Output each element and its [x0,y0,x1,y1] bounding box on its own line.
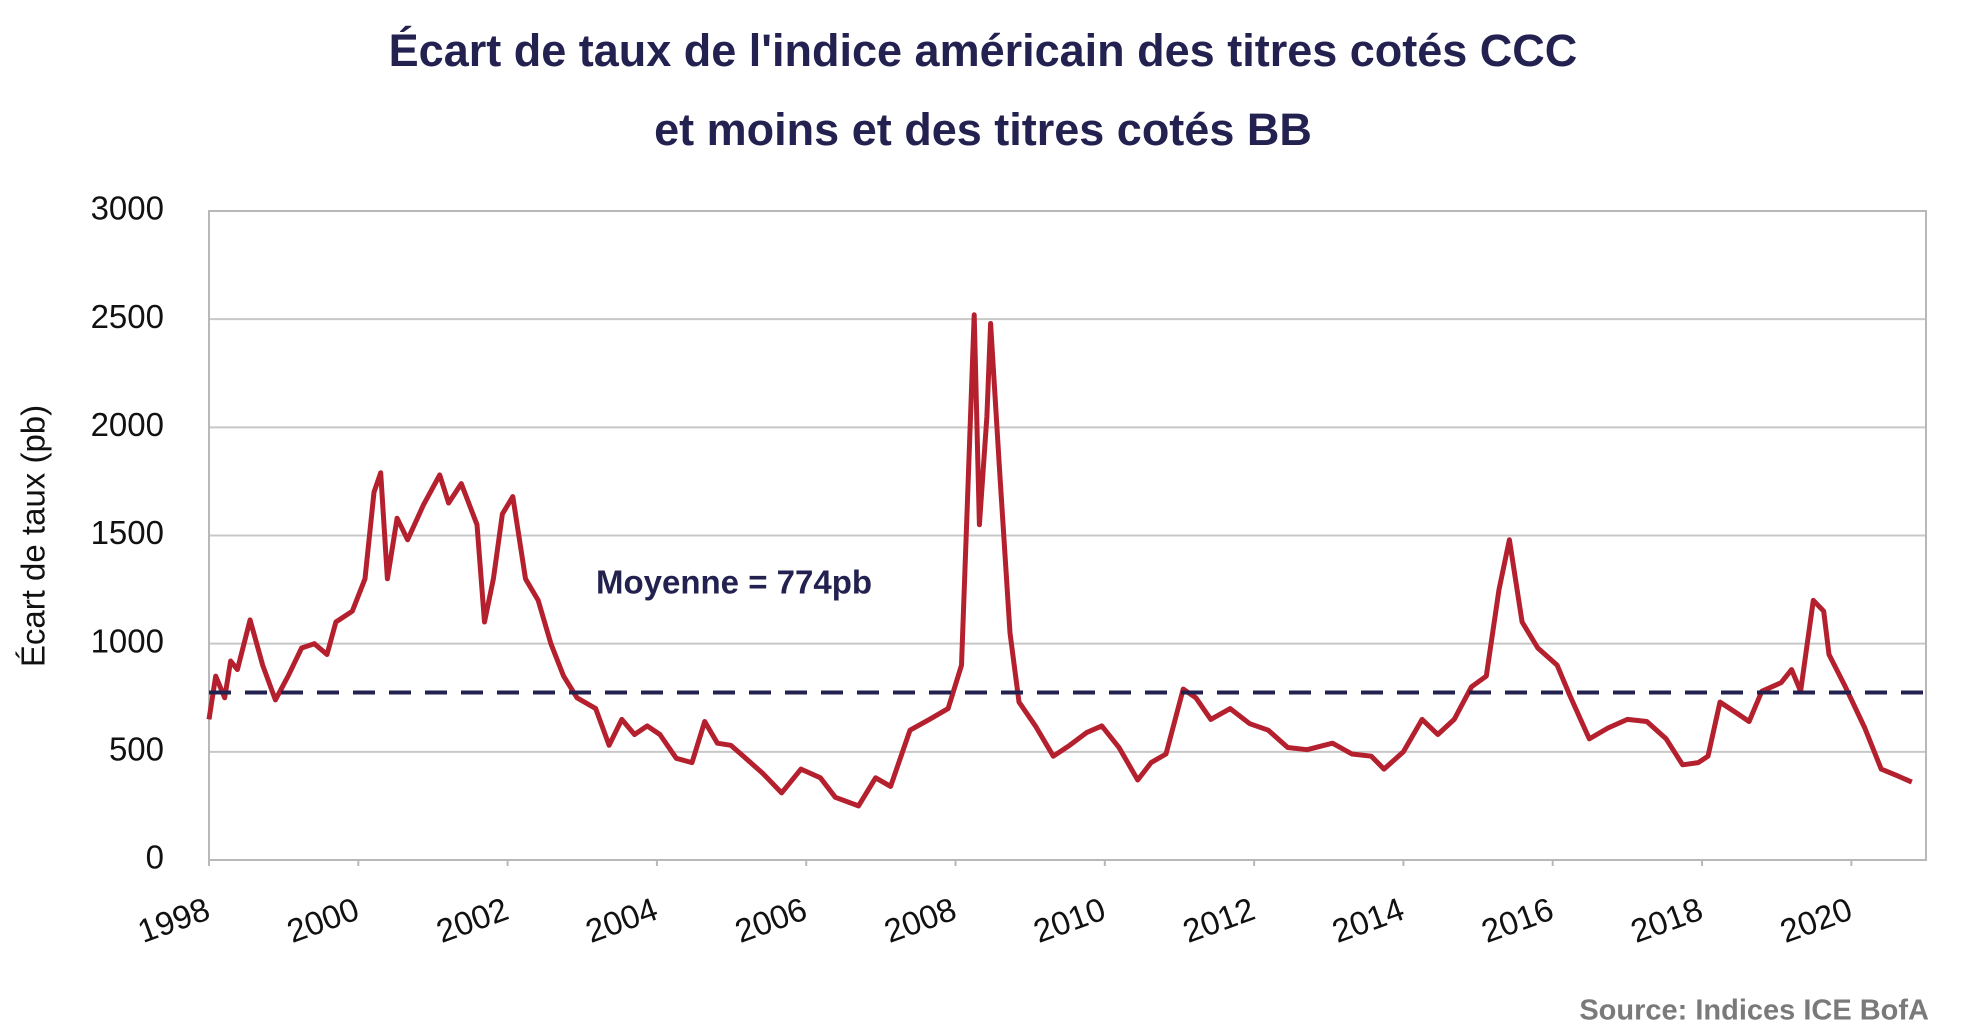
x-tick-label: 2010 [1029,890,1111,950]
x-tick-label: 2020 [1775,890,1857,950]
x-tick-label: 2008 [879,890,961,950]
x-tick-label: 2016 [1476,890,1558,950]
y-axis-label: Écart de taux (pb) [15,405,52,667]
chart-title: et moins et des titres cotés BB [654,104,1312,155]
plot-border [208,210,1927,861]
x-tick-label: 2000 [282,890,364,950]
x-tick-label: 2004 [581,890,663,950]
x-tick-label: 1998 [133,890,215,950]
y-tick-label: 2000 [91,406,164,443]
y-tick-label: 1500 [91,514,164,551]
y-tick-label: 1000 [91,622,164,659]
y-tick-label: 500 [109,731,164,768]
mean-label: Moyenne = 774pb [596,564,872,601]
x-tick-label: 2006 [730,890,812,950]
source: Source: Indices ICE BofA [1579,995,1929,1027]
x-tick-label: 2014 [1327,890,1409,950]
series-line [206,312,1913,809]
x-tick-label: 2018 [1626,890,1708,950]
y-tick-label: 2500 [91,298,164,335]
y-tick-label: 3000 [91,190,164,227]
x-tick-label: 2002 [431,890,513,950]
y-tick-label: 0 [146,839,164,876]
chart-title: Écart de taux de l'indice américain des … [389,25,1578,76]
x-tick-label: 2012 [1178,890,1260,950]
